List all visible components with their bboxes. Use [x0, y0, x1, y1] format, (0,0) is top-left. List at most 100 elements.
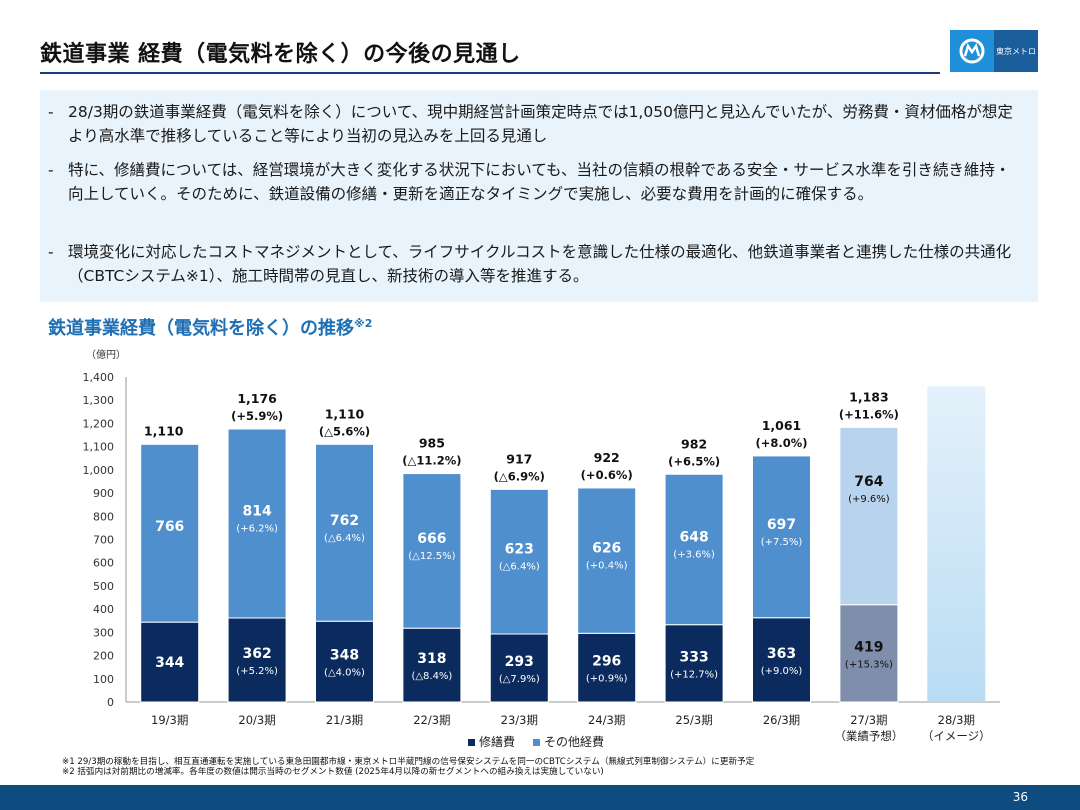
footnote-1: ※1 29/3期の稼動を目指し、相互直通運転を実施している東急田園都市線・東京メ…: [62, 757, 755, 767]
bar-repair-change: (+15.3%): [845, 659, 893, 670]
bar-repair-value: 348: [330, 648, 359, 664]
x-tick-label: 25/3期: [675, 713, 712, 727]
bar-other-2: [315, 443, 374, 622]
chart-title: 鉄道事業経費（電気料を除く）の推移※2: [48, 314, 372, 340]
x-tick-sublabel: （業績予想）: [834, 729, 903, 743]
bar-other-6: [664, 473, 724, 626]
title-divider: [40, 72, 940, 74]
legend-label: その他経費: [544, 735, 605, 749]
y-tick-label: 1,400: [83, 371, 115, 384]
bullet-text: 環境変化に対応したコストマネジメントとして、ライフサイクルコストを意識した仕様の…: [68, 243, 1012, 285]
bar-total-change: (△11.2%): [402, 454, 461, 468]
x-tick-label: 24/3期: [588, 713, 625, 727]
x-tick-label: 20/3期: [238, 713, 275, 727]
bar-repair-value: 333: [679, 649, 708, 665]
bar-repair-3: [402, 627, 462, 703]
x-tick-label: 19/3期: [151, 713, 188, 727]
legend-item-repair: 修繕費: [468, 733, 515, 750]
bar-other-value: 814: [242, 503, 271, 519]
bar-repair-4: [489, 633, 549, 703]
bar-other-change: (+0.4%): [586, 561, 628, 572]
bar-other-change: (+3.6%): [673, 549, 715, 560]
bar-repair-value: 318: [417, 651, 446, 667]
bar-total-value: 1,183: [849, 389, 889, 404]
bar-repair-0: [140, 621, 200, 703]
bar-other-change: (+6.2%): [236, 523, 278, 534]
bar-other-value: 666: [417, 531, 446, 547]
bar-other-8: [839, 426, 899, 606]
bar-other-change: (△6.4%): [324, 533, 365, 544]
x-tick-label: 22/3期: [413, 713, 450, 727]
bar-total-value: 1,110: [325, 406, 365, 421]
y-tick-label: 200: [93, 650, 114, 663]
legend-swatch: [533, 739, 541, 746]
x-tick-label: 21/3期: [326, 713, 363, 727]
bar-repair-change: (+9.0%): [761, 666, 803, 677]
bar-other-4: [489, 488, 549, 635]
bar-other-change: (+9.6%): [848, 494, 890, 505]
bullet-text: 28/3期の鉄道事業経費（電気料を除く）について、現中期経営計画策定時点では1,…: [68, 103, 1013, 145]
bar-repair-value: 419: [854, 639, 883, 655]
chart-title-note: ※2: [354, 317, 373, 330]
bar-total-value: 1,061: [762, 418, 802, 433]
company-logo: 東京メトロ: [950, 30, 1038, 72]
chart-title-text: 鉄道事業経費（電気料を除く）の推移: [48, 318, 354, 339]
bar-other-change: (△6.4%): [499, 562, 540, 573]
bar-other-1: [227, 428, 287, 619]
bar-other-3: [402, 473, 462, 629]
bar-total-change: (+8.0%): [755, 436, 807, 450]
bar-repair-change: (△4.0%): [324, 668, 365, 679]
bar-repair-change: (△8.4%): [411, 671, 452, 682]
bar-other-value: 648: [679, 529, 708, 545]
x-tick-label: 28/3期: [938, 713, 975, 727]
bullet-dash: -: [48, 103, 54, 121]
bar-total-change: (+5.9%): [231, 409, 283, 423]
bar-repair-change: (+12.7%): [670, 669, 718, 680]
bar-repair-value: 362: [242, 646, 271, 662]
x-tick-sublabel: （イメージ）: [922, 729, 991, 743]
y-tick-label: 0: [107, 696, 114, 709]
bar-total-value: 982: [681, 436, 707, 451]
bullet-dash: -: [48, 243, 54, 261]
y-axis-unit: （億円）: [86, 350, 126, 361]
y-tick-label: 100: [93, 673, 114, 686]
y-tick-label: 1,100: [83, 441, 115, 454]
bar-total-value: 985: [419, 436, 445, 451]
footnotes: ※1 29/3期の稼動を目指し、相互直通運転を実施している東急田園都市線・東京メ…: [62, 757, 754, 777]
bar-other-value: 766: [155, 519, 184, 535]
bar-other-value: 697: [767, 517, 796, 533]
bar-other-5: [577, 487, 637, 634]
y-tick-label: 800: [93, 510, 114, 523]
x-tick-label: 26/3期: [763, 713, 800, 727]
bar-repair-change: (+0.9%): [586, 674, 628, 685]
y-tick-label: 1,000: [83, 464, 115, 477]
bar-total-change: (+6.5%): [668, 454, 720, 468]
bar-image-28-3: [927, 386, 986, 702]
bar-other-value: 623: [505, 542, 534, 558]
bar-total-change: (+11.6%): [839, 407, 899, 421]
y-tick-label: 300: [93, 626, 114, 639]
x-tick-label: 23/3期: [501, 713, 538, 727]
y-tick-label: 700: [93, 534, 114, 547]
bar-total-change: (+0.6%): [581, 468, 633, 482]
bar-repair-value: 344: [155, 655, 184, 671]
bar-repair-8: [839, 604, 899, 703]
y-tick-label: 400: [93, 603, 114, 616]
x-tick-label: 27/3期: [850, 713, 887, 727]
summary-bullet-1: - 28/3期の鉄道事業経費（電気料を除く）について、現中期経営計画策定時点では…: [48, 100, 1018, 148]
bar-repair-value: 293: [505, 654, 534, 670]
bar-total-value: 917: [506, 451, 532, 466]
bullet-text: 特に、修繕費については、経営環境が大きく変化する状況下においても、当社の信頼の根…: [68, 161, 1011, 203]
bar-repair-change: (+5.2%): [236, 666, 278, 677]
summary-bullet-3: - 環境変化に対応したコストマネジメントとして、ライフサイクルコストを意識した仕…: [48, 240, 1018, 288]
bar-total-value: 922: [594, 450, 620, 465]
summary-box: - 28/3期の鉄道事業経費（電気料を除く）について、現中期経営計画策定時点では…: [40, 90, 1038, 302]
bar-other-change: (+7.5%): [761, 537, 803, 548]
chart-legend: 修繕費 その他経費: [468, 733, 604, 750]
footnote-2: ※2 括弧内は対前期比の増減率。各年度の数値は開示当時のセグメント数値 (202…: [62, 767, 604, 777]
y-tick-label: 1,300: [83, 394, 115, 407]
bar-total-change: (△6.9%): [494, 469, 545, 483]
legend-label: 修繕費: [479, 735, 516, 749]
bar-repair-7: [752, 617, 811, 703]
bar-other-value: 626: [592, 541, 621, 557]
